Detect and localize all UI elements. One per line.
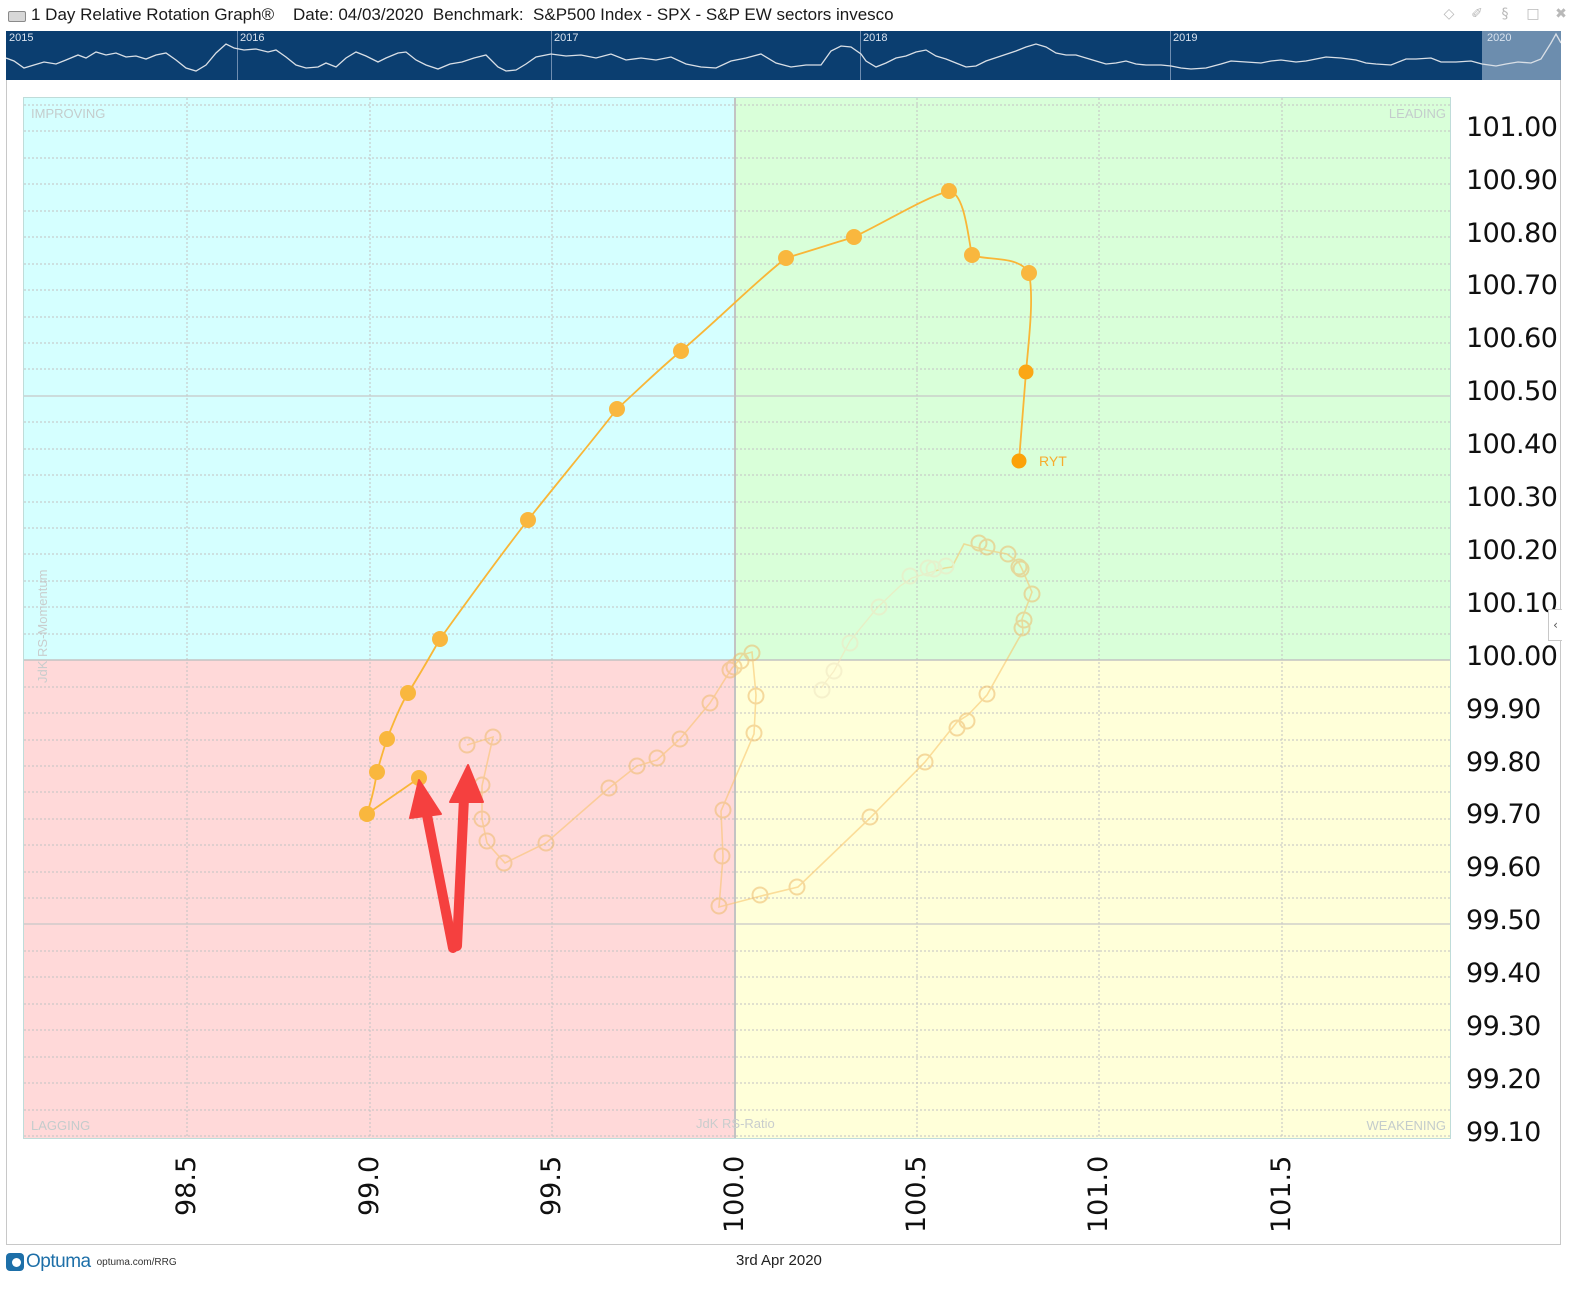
navigator-selection-window[interactable] [1482,31,1561,80]
x-tick-label: 98.5 [171,1155,202,1216]
chevron-left-icon: ‹ [1553,618,1558,632]
y-tick-label: 101.00 [1466,112,1558,143]
rrg-chart-svg: RYT [24,98,1450,1138]
y-tick-label: 100.30 [1466,482,1558,513]
optuma-logo: Optuma optuma.com/RRG [6,1251,177,1273]
chart-date: 3rd Apr 2020 [736,1252,822,1269]
chart-window-icon [8,11,26,22]
x-tick-label: 99.5 [536,1155,567,1216]
historical-tail [458,534,1041,915]
x-axis-title: JdK RS-Ratio [696,1116,775,1131]
major-gridlines [24,395,1450,925]
diamond-icon[interactable]: ◇ [1443,6,1455,22]
annotation-arrows [409,764,484,953]
x-tick-label: 100.0 [719,1155,750,1233]
year-divider [551,31,552,80]
window-controls: ◇ ✐ § □ ✖ [1441,6,1569,22]
y-tick-label: 100.40 [1466,429,1558,460]
y-tick-label: 99.40 [1466,958,1541,989]
y-tick-label: 100.20 [1466,535,1558,566]
rrg-plot-area[interactable]: RYT IMPROVING LEADING LAGGING WEAKENING … [23,97,1451,1139]
x-tick-label: 101.0 [1083,1155,1114,1233]
window-title: 1 Day Relative Rotation Graph® Date: 04/… [31,5,894,24]
y-tick-label: 99.60 [1466,852,1541,883]
x-tick-label: 99.0 [354,1155,385,1216]
optuma-logo-icon [6,1253,24,1271]
quadrant-label-improving: IMPROVING [31,106,106,121]
x-tick-label: 100.5 [901,1155,932,1233]
y-tick-label: 99.10 [1466,1117,1541,1148]
year-divider [1170,31,1171,80]
collapse-panel-button[interactable]: ‹ [1548,609,1562,641]
y-tick-label: 100.70 [1466,270,1558,301]
vertical-gridlines [186,98,1283,1138]
link-icon[interactable]: § [1501,6,1509,22]
y-tick-label: 99.80 [1466,747,1541,778]
navigator-year-label: 2016 [240,32,265,44]
quadrant-label-leading: LEADING [1388,106,1446,121]
date-navigator[interactable]: 2015 2016 2017 2018 2019 2020 [6,31,1561,80]
y-tick-label: 99.90 [1466,694,1541,725]
logo-url[interactable]: optuma.com/RRG [96,1256,177,1268]
logo-text: Optuma [26,1251,91,1272]
title-bar: 1 Day Relative Rotation Graph® Date: 04/… [0,0,1587,31]
navigator-year-label: 2018 [863,32,888,44]
navigator-sparkline [6,32,1561,72]
ryt-current-tail: RYT [359,183,1067,822]
y-tick-label: 100.80 [1466,218,1558,249]
ryt-label: RYT [1039,453,1067,469]
y-tick-label: 100.90 [1466,165,1558,196]
y-tick-label: 99.50 [1466,905,1541,936]
quadrant-leading [734,98,1450,660]
x-tick-label: 101.5 [1266,1155,1297,1233]
quadrant-improving [24,98,734,660]
chart-frame [6,80,1561,1245]
navigator-year-label: 2017 [554,32,579,44]
close-icon[interactable]: ✖ [1555,6,1567,22]
ryt-latest-point [1011,453,1027,469]
navigator-year-label: 2020 [1487,32,1512,44]
y-tick-label: 99.20 [1466,1064,1541,1095]
y-tick-label: 100.60 [1466,323,1558,354]
horizontal-gridlines [24,104,1450,1137]
y-tick-label: 100.00 [1466,641,1558,672]
navigator-year-label: 2015 [9,32,34,44]
y-tick-label: 100.50 [1466,376,1558,407]
y-axis-title: JdK RS-Momentum [35,569,50,683]
y-tick-label: 100.10 [1466,588,1558,619]
pin-icon[interactable]: ✐ [1471,6,1483,22]
quadrant-label-lagging: LAGGING [31,1118,91,1133]
quadrant-lagging [24,660,734,1138]
maximize-icon[interactable]: □ [1526,6,1540,22]
navigator-year-label: 2019 [1173,32,1198,44]
y-tick-label: 99.30 [1466,1011,1541,1042]
y-tick-label: 99.70 [1466,799,1541,830]
year-divider [860,31,861,80]
quadrant-label-weakening: WEAKENING [1366,1118,1446,1133]
year-divider [237,31,238,80]
